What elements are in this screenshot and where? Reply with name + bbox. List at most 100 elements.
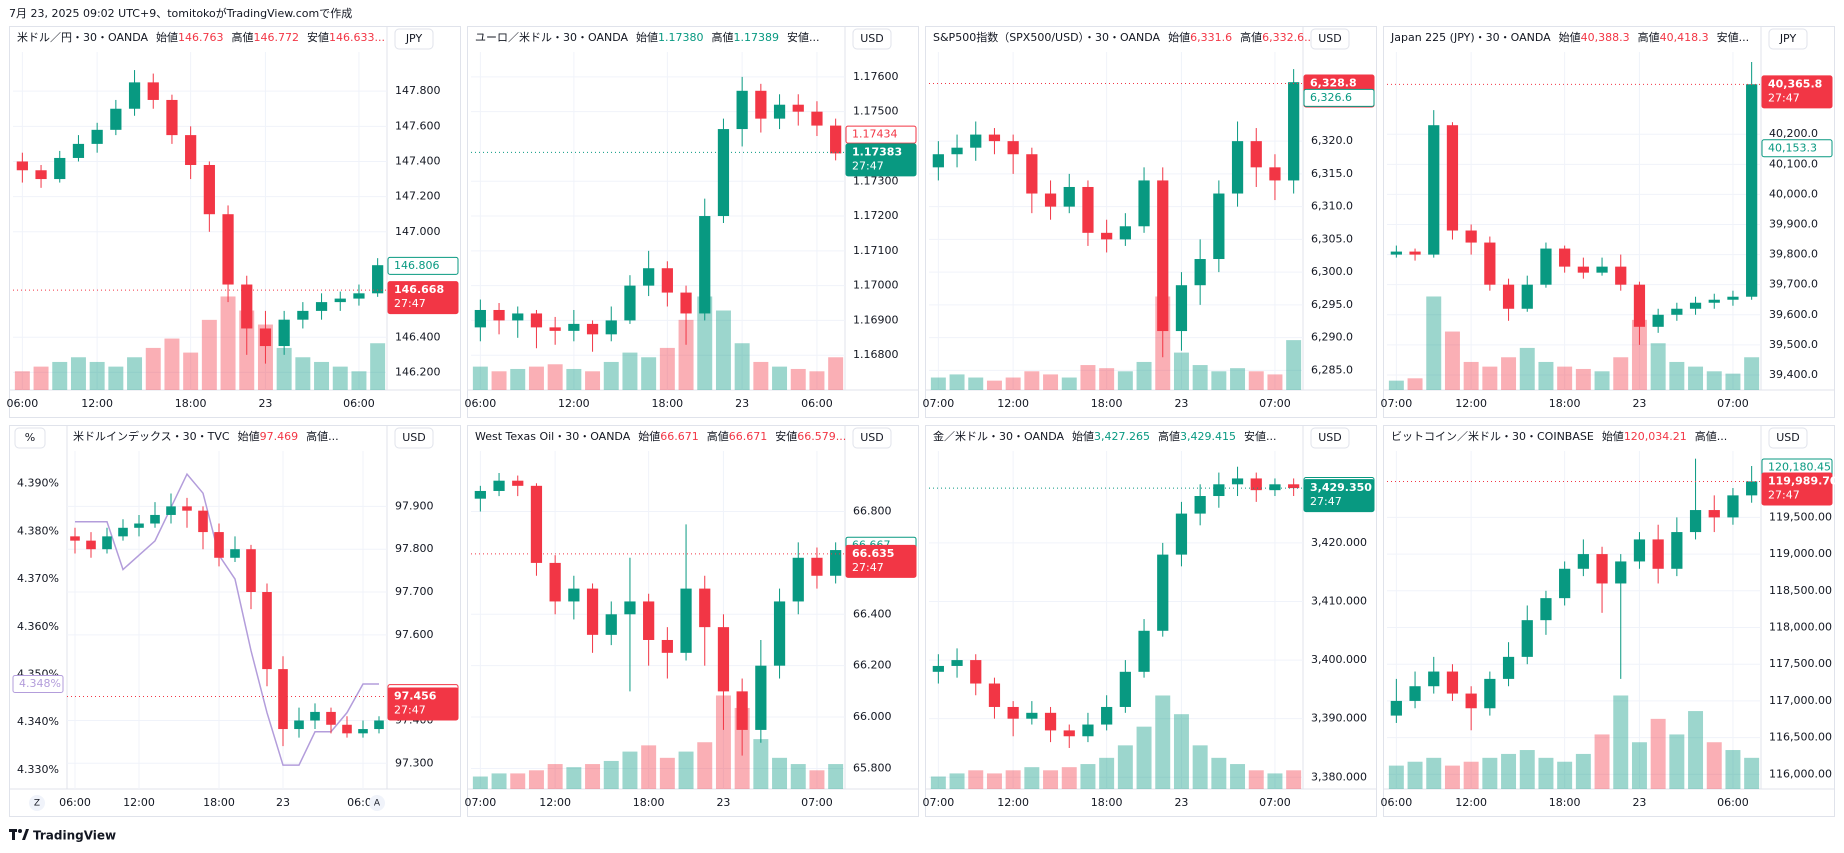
countdown: 27:47	[852, 159, 884, 172]
y-tick-label: 3,400.000	[1311, 653, 1367, 666]
volume-bar	[772, 757, 788, 789]
candle-body	[1213, 484, 1225, 497]
volume-bar	[1043, 374, 1059, 390]
x-tick-label: 06:00	[6, 397, 38, 410]
y-tick-label: 1.17000	[853, 279, 899, 292]
axis-button[interactable]	[29, 795, 45, 811]
x-tick-label: 23	[1174, 397, 1188, 410]
x-tick-label: 23	[735, 397, 749, 410]
candle-body	[1689, 302, 1702, 309]
candle-body	[474, 490, 486, 499]
price-label: 120,180.45	[1768, 460, 1831, 473]
volume-bar	[108, 366, 124, 390]
candle-body	[1409, 686, 1421, 701]
candle-body	[988, 134, 1001, 142]
price-label: 6,326.6	[1310, 91, 1352, 104]
ohlc-value: 66.579...	[797, 430, 846, 443]
x-tick-label: 06:00	[464, 397, 496, 410]
volume-bar	[1407, 761, 1423, 789]
candle-body	[35, 170, 47, 180]
candle-body	[1175, 513, 1188, 555]
candle-body	[1708, 299, 1720, 303]
x-tick-label: 18:00	[1549, 397, 1581, 410]
legend: West Texas Oil・30・OANDA 始値66.671 高値66.671 安…	[475, 429, 846, 443]
ohlc-value: 3,427.265	[1094, 430, 1150, 443]
candle-body	[1540, 248, 1552, 285]
footer-logo	[9, 829, 29, 840]
currency-box	[394, 28, 434, 50]
y-tick-label: 66.000	[853, 710, 892, 723]
x-tick-label: 06:00	[1380, 796, 1412, 809]
candle-body	[374, 720, 384, 730]
volume-bar	[1744, 357, 1760, 390]
volume-bar	[622, 352, 638, 390]
candle-body	[643, 601, 655, 640]
candle-body	[699, 216, 711, 314]
ohlc-label: 高値	[1158, 429, 1180, 443]
price-label: 146.668	[394, 283, 444, 296]
volume-bar	[1024, 371, 1040, 390]
candle-body	[1746, 481, 1758, 496]
x-tick-label: 12:00	[997, 397, 1029, 410]
volume-bar	[472, 366, 488, 390]
candle-body	[530, 485, 543, 563]
price-label-box	[12, 675, 64, 694]
ohlc-label: 始値	[636, 30, 658, 44]
candle-body	[988, 683, 1001, 707]
volume-bar	[1669, 734, 1685, 789]
y-tick-label: 119,000.00	[1769, 547, 1832, 560]
price-label: 40,365.8	[1768, 77, 1822, 90]
volume-bar	[351, 371, 367, 390]
x-tick-label: 23	[258, 397, 272, 410]
candle-body	[755, 90, 767, 119]
volume-bar	[715, 310, 731, 390]
volume-bar	[1230, 764, 1246, 789]
volume-bar	[753, 361, 769, 390]
x-tick-label: 12:00	[81, 397, 113, 410]
volume-bar	[930, 377, 946, 390]
price-label: 119,989.70	[1768, 474, 1838, 487]
candle-body	[1577, 554, 1589, 569]
volume-bar	[1706, 371, 1722, 390]
currency: USD	[860, 431, 884, 444]
volume-bar	[1099, 757, 1115, 789]
candle-body	[134, 523, 144, 528]
volume-bar	[33, 366, 49, 390]
price-label-box	[845, 143, 917, 177]
volume-bar	[1744, 757, 1760, 789]
x-tick-label: 12:00	[123, 796, 155, 809]
volume-bar	[1444, 331, 1460, 390]
candle-body	[1559, 248, 1571, 267]
volume-bar	[510, 368, 526, 390]
candle-body	[1428, 125, 1440, 255]
x-tick-label: 12:00	[1455, 397, 1487, 410]
volume-bar	[1155, 695, 1171, 789]
ohlc-label: 高値	[232, 30, 254, 44]
axis-button[interactable]	[369, 795, 385, 811]
volume-bar	[314, 361, 330, 390]
volume-bar	[986, 773, 1002, 789]
symbol: Japan 225 (JPY)・30・OANDA	[1390, 31, 1551, 44]
candle-body	[1082, 724, 1094, 737]
panel-border	[467, 26, 919, 418]
y2-tick-label: 4.330%	[17, 763, 59, 776]
panel-border	[1383, 26, 1835, 418]
volume-bar	[1613, 695, 1629, 789]
candle-body	[568, 323, 580, 331]
candle-body	[353, 293, 365, 299]
y-tick-label: 66.200	[853, 659, 892, 672]
symbol: 金／米ドル・30・OANDA	[933, 429, 1064, 443]
ohlc-value: 146.763	[178, 31, 224, 44]
volume-bar	[1407, 378, 1423, 390]
volume-bar	[127, 357, 143, 390]
y-tick-label: 117,000.00	[1769, 694, 1832, 707]
volume-bar	[1631, 742, 1647, 789]
symbol: 米ドル／円・30・OANDA	[17, 31, 148, 44]
candle-body	[1269, 484, 1281, 491]
candle-body	[1390, 700, 1402, 716]
y-tick-label: 6,305.0	[1311, 232, 1353, 245]
chart-panel: 6,320.0 6,315.0 6,310.0 6,305.0 6,300.0 6,295…	[922, 26, 1377, 418]
volume-bar	[697, 742, 713, 789]
currency: USD	[1318, 32, 1342, 45]
y-tick-label: 1.17500	[853, 105, 899, 118]
